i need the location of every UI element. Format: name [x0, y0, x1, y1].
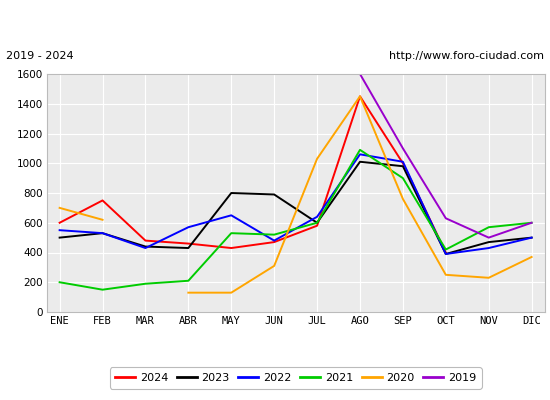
Legend: 2024, 2023, 2022, 2021, 2020, 2019: 2024, 2023, 2022, 2021, 2020, 2019	[109, 367, 482, 388]
Text: http://www.foro-ciudad.com: http://www.foro-ciudad.com	[389, 51, 544, 61]
Text: Evolucion Nº Turistas Nacionales en el municipio de Villaescusa de Haro: Evolucion Nº Turistas Nacionales en el m…	[5, 14, 545, 28]
Text: 2019 - 2024: 2019 - 2024	[6, 51, 73, 61]
